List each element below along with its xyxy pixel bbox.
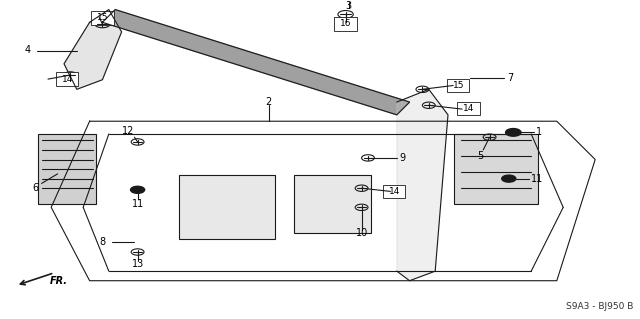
Text: 13: 13 <box>131 259 144 269</box>
Text: 14: 14 <box>61 75 73 84</box>
Text: 5: 5 <box>477 151 483 161</box>
Text: S9A3 - BJ950 B: S9A3 - BJ950 B <box>566 302 634 311</box>
Circle shape <box>506 129 521 136</box>
Bar <box>38 134 96 204</box>
Text: 11: 11 <box>531 174 543 184</box>
Bar <box>454 134 538 204</box>
Bar <box>294 175 371 233</box>
Bar <box>179 175 275 239</box>
Text: 3: 3 <box>346 1 352 11</box>
Text: 10: 10 <box>355 228 368 238</box>
Text: 16: 16 <box>340 19 351 28</box>
Bar <box>383 185 406 198</box>
Polygon shape <box>102 10 410 115</box>
Text: 14: 14 <box>463 104 474 113</box>
Text: 1: 1 <box>536 127 543 137</box>
Bar <box>56 72 79 86</box>
Text: 4: 4 <box>24 45 31 56</box>
Circle shape <box>502 175 516 182</box>
Text: 7: 7 <box>507 73 513 83</box>
Text: 11: 11 <box>131 198 144 209</box>
Bar <box>335 17 357 31</box>
Bar <box>92 11 114 25</box>
Circle shape <box>131 186 145 193</box>
Bar <box>458 102 480 115</box>
Text: 2: 2 <box>266 97 272 107</box>
Text: 15: 15 <box>97 13 108 22</box>
Bar <box>447 79 470 92</box>
Text: 8: 8 <box>99 237 106 248</box>
Text: FR.: FR. <box>50 276 68 286</box>
Polygon shape <box>64 10 122 89</box>
Text: 15: 15 <box>452 81 464 90</box>
Text: 9: 9 <box>399 153 406 163</box>
Text: 6: 6 <box>32 183 38 193</box>
Text: 12: 12 <box>122 126 134 137</box>
Polygon shape <box>397 89 448 281</box>
Text: 14: 14 <box>388 187 400 196</box>
